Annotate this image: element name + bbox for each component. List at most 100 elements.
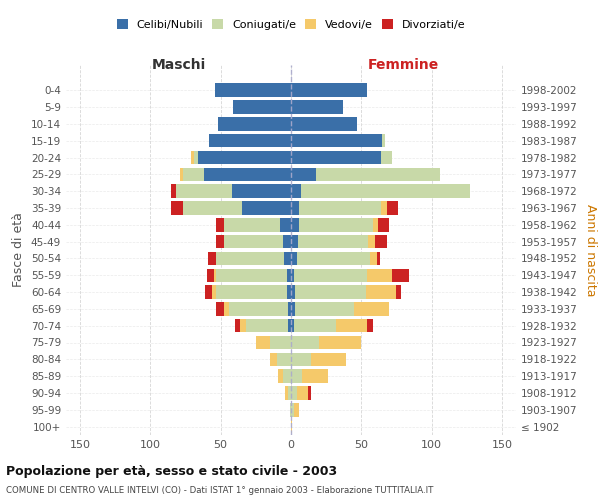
Bar xyxy=(367,268,392,282)
Y-axis label: Anni di nascita: Anni di nascita xyxy=(584,204,597,296)
Bar xyxy=(191,151,194,164)
Bar xyxy=(208,252,217,265)
Bar xyxy=(241,319,246,332)
Bar xyxy=(270,352,277,366)
Text: Popolazione per età, sesso e stato civile - 2003: Popolazione per età, sesso e stato civil… xyxy=(6,465,337,478)
Bar xyxy=(215,84,291,97)
Bar xyxy=(294,268,367,282)
Bar xyxy=(301,184,470,198)
Bar xyxy=(291,134,382,147)
Bar xyxy=(277,352,291,366)
Bar xyxy=(214,268,217,282)
Bar xyxy=(397,286,401,299)
Bar xyxy=(291,168,316,181)
Bar xyxy=(287,286,291,299)
Text: COMUNE DI CENTRO VALLE INTELVI (CO) - Dati ISTAT 1° gennaio 2003 - Elaborazione : COMUNE DI CENTRO VALLE INTELVI (CO) - Da… xyxy=(6,486,433,495)
Bar xyxy=(367,319,373,332)
Bar xyxy=(291,235,298,248)
Bar xyxy=(290,403,291,416)
Bar xyxy=(229,302,288,316)
Bar xyxy=(299,201,381,214)
Legend: Celibi/Nubili, Coniugati/e, Vedovi/e, Divorziati/e: Celibi/Nubili, Coniugati/e, Vedovi/e, Di… xyxy=(116,19,466,30)
Bar xyxy=(223,218,280,232)
Bar xyxy=(217,268,287,282)
Bar xyxy=(382,134,385,147)
Bar xyxy=(377,252,380,265)
Bar xyxy=(370,252,377,265)
Bar xyxy=(286,386,288,400)
Bar xyxy=(291,420,292,434)
Bar xyxy=(242,201,291,214)
Text: Femmine: Femmine xyxy=(368,58,439,71)
Bar xyxy=(319,336,361,349)
Bar xyxy=(217,252,284,265)
Bar xyxy=(288,302,291,316)
Bar xyxy=(206,268,214,282)
Bar xyxy=(295,302,354,316)
Bar xyxy=(172,201,183,214)
Bar xyxy=(378,218,389,232)
Bar xyxy=(205,286,212,299)
Bar xyxy=(308,386,311,400)
Bar xyxy=(296,252,370,265)
Bar xyxy=(291,218,299,232)
Bar xyxy=(302,370,328,383)
Bar xyxy=(291,319,294,332)
Bar xyxy=(291,184,301,198)
Bar xyxy=(368,235,376,248)
Bar xyxy=(283,235,291,248)
Bar xyxy=(365,286,397,299)
Bar xyxy=(287,268,291,282)
Bar xyxy=(354,302,389,316)
Bar xyxy=(217,286,287,299)
Bar xyxy=(217,235,223,248)
Bar xyxy=(381,151,392,164)
Bar xyxy=(176,184,232,198)
Bar xyxy=(209,134,291,147)
Bar xyxy=(204,168,291,181)
Bar xyxy=(235,319,241,332)
Bar xyxy=(233,100,291,114)
Bar xyxy=(172,184,176,198)
Bar xyxy=(246,319,288,332)
Bar xyxy=(316,168,440,181)
Bar xyxy=(295,286,365,299)
Bar xyxy=(294,403,299,416)
Bar xyxy=(291,268,294,282)
Bar xyxy=(291,84,367,97)
Bar xyxy=(223,302,229,316)
Bar xyxy=(291,252,296,265)
Bar xyxy=(298,235,368,248)
Bar xyxy=(288,386,291,400)
Bar xyxy=(291,302,295,316)
Bar xyxy=(284,252,291,265)
Bar xyxy=(291,151,381,164)
Bar xyxy=(376,235,386,248)
Text: Maschi: Maschi xyxy=(151,58,206,71)
Bar xyxy=(291,403,294,416)
Bar xyxy=(299,218,373,232)
Bar xyxy=(270,336,291,349)
Bar xyxy=(336,319,367,332)
Bar xyxy=(194,151,198,164)
Bar xyxy=(392,268,409,282)
Bar xyxy=(256,336,270,349)
Bar xyxy=(291,336,319,349)
Bar xyxy=(291,286,295,299)
Bar xyxy=(386,201,398,214)
Bar xyxy=(283,370,291,383)
Bar xyxy=(296,386,308,400)
Bar xyxy=(291,117,357,130)
Bar xyxy=(183,168,204,181)
Bar xyxy=(373,218,378,232)
Bar xyxy=(218,117,291,130)
Bar xyxy=(291,201,299,214)
Bar xyxy=(291,100,343,114)
Bar xyxy=(311,352,346,366)
Bar xyxy=(217,302,223,316)
Bar xyxy=(280,218,291,232)
Bar xyxy=(278,370,283,383)
Bar xyxy=(291,386,296,400)
Bar xyxy=(180,168,183,181)
Bar xyxy=(288,319,291,332)
